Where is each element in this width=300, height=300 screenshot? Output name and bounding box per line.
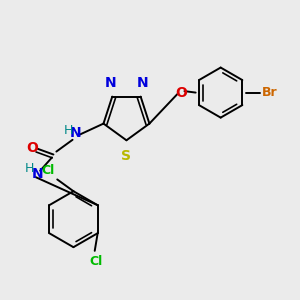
Text: Cl: Cl	[90, 255, 103, 268]
Text: H: H	[64, 124, 73, 137]
Text: N: N	[70, 126, 81, 140]
Text: H: H	[24, 162, 34, 175]
Text: Cl: Cl	[41, 164, 54, 176]
Text: N: N	[136, 76, 148, 90]
Text: N: N	[32, 167, 43, 181]
Text: O: O	[175, 85, 187, 100]
Text: N: N	[105, 76, 116, 90]
Text: S: S	[122, 148, 131, 163]
Text: O: O	[26, 141, 38, 155]
Text: Br: Br	[262, 86, 278, 99]
